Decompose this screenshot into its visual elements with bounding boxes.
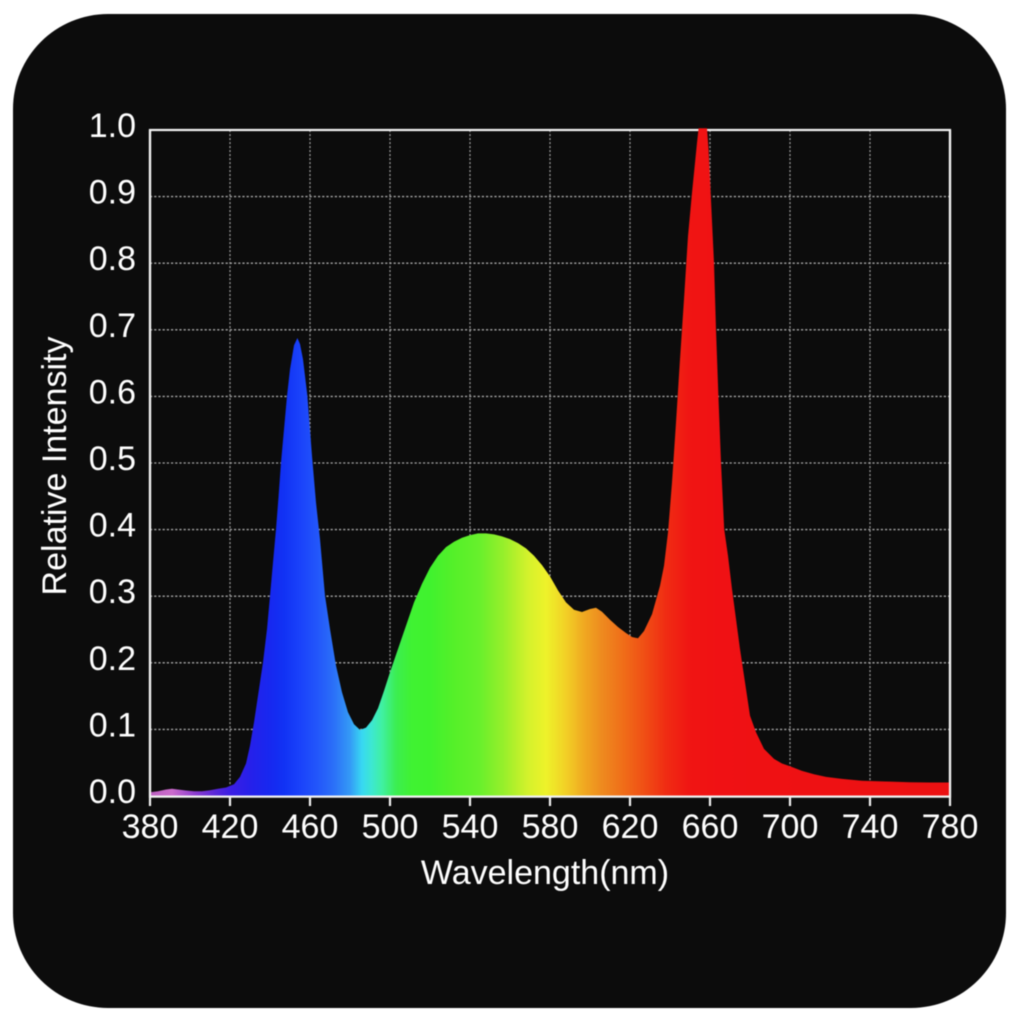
svg-text:740: 740 [842,808,899,846]
svg-text:0.2: 0.2 [89,640,136,678]
svg-text:0.6: 0.6 [89,373,136,411]
svg-text:460: 460 [282,808,339,846]
svg-text:620: 620 [602,808,659,846]
svg-text:0.7: 0.7 [89,307,136,345]
svg-text:380: 380 [122,808,179,846]
svg-text:0.5: 0.5 [89,440,136,478]
svg-text:0.4: 0.4 [89,507,136,545]
svg-text:0.1: 0.1 [89,706,136,744]
svg-text:0.8: 0.8 [89,240,136,278]
svg-text:500: 500 [362,808,419,846]
svg-text:580: 580 [522,808,579,846]
svg-text:1.0: 1.0 [89,107,136,145]
svg-text:0.9: 0.9 [89,174,136,212]
svg-text:Wavelength(nm): Wavelength(nm) [421,854,669,892]
svg-text:540: 540 [442,808,499,846]
svg-text:420: 420 [202,808,259,846]
svg-text:0.0: 0.0 [89,773,136,811]
svg-text:780: 780 [922,808,979,846]
svg-text:660: 660 [682,808,739,846]
svg-text:0.3: 0.3 [89,573,136,611]
svg-text:Relative Intensity: Relative Intensity [36,337,74,596]
svg-text:700: 700 [762,808,819,846]
